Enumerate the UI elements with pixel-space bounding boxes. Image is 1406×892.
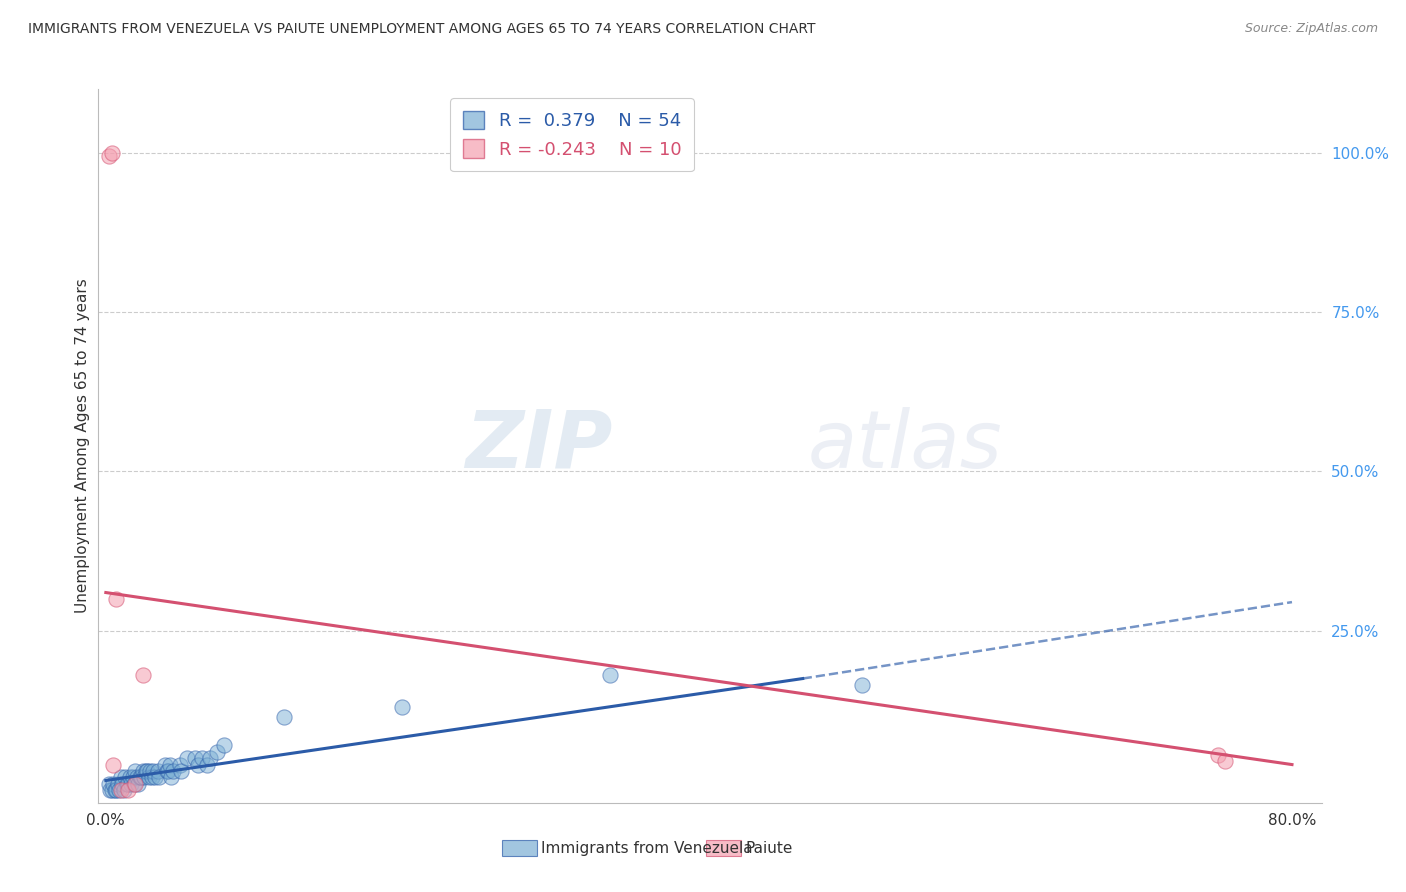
Point bbox=[1213, 755, 1236, 769]
Point bbox=[115, 777, 138, 791]
Point bbox=[1206, 747, 1229, 762]
Point bbox=[132, 764, 155, 778]
Point bbox=[138, 770, 160, 784]
Point bbox=[111, 777, 134, 791]
Point bbox=[108, 783, 131, 797]
Y-axis label: Unemployment Among Ages 65 to 74 years: Unemployment Among Ages 65 to 74 years bbox=[75, 278, 90, 614]
Text: Paiute: Paiute bbox=[745, 841, 793, 855]
Point bbox=[184, 751, 207, 765]
Point bbox=[125, 770, 148, 784]
Point bbox=[159, 757, 181, 772]
Point bbox=[195, 757, 218, 772]
Point bbox=[148, 770, 170, 784]
Point bbox=[851, 678, 873, 692]
Point bbox=[136, 764, 159, 778]
Point bbox=[156, 764, 179, 778]
Point bbox=[105, 591, 128, 606]
Point bbox=[122, 777, 145, 791]
Point bbox=[214, 739, 236, 753]
Point bbox=[114, 770, 136, 784]
Point bbox=[142, 764, 165, 778]
Point bbox=[157, 764, 180, 778]
Point bbox=[198, 751, 221, 765]
Point bbox=[98, 783, 121, 797]
Point bbox=[117, 777, 139, 791]
Point bbox=[97, 777, 120, 791]
Point bbox=[124, 777, 146, 791]
Point bbox=[105, 783, 128, 797]
Text: IMMIGRANTS FROM VENEZUELA VS PAIUTE UNEMPLOYMENT AMONG AGES 65 TO 74 YEARS CORRE: IMMIGRANTS FROM VENEZUELA VS PAIUTE UNEM… bbox=[28, 22, 815, 37]
Text: Source: ZipAtlas.com: Source: ZipAtlas.com bbox=[1244, 22, 1378, 36]
Point bbox=[107, 777, 129, 791]
Point bbox=[117, 783, 139, 797]
Point bbox=[118, 770, 141, 784]
Point bbox=[169, 757, 191, 772]
Point bbox=[127, 777, 149, 791]
Point bbox=[170, 764, 193, 778]
Point bbox=[121, 770, 143, 784]
Point bbox=[391, 700, 413, 714]
Point bbox=[100, 145, 122, 160]
Point bbox=[187, 757, 209, 772]
Point bbox=[139, 764, 162, 778]
Point bbox=[129, 770, 152, 784]
Point bbox=[110, 783, 132, 797]
Text: atlas: atlas bbox=[808, 407, 1002, 485]
Point bbox=[599, 668, 621, 682]
Point bbox=[143, 770, 166, 784]
Point bbox=[162, 764, 184, 778]
Legend: R =  0.379    N = 54, R = -0.243    N = 10: R = 0.379 N = 54, R = -0.243 N = 10 bbox=[450, 98, 695, 171]
Point bbox=[153, 757, 176, 772]
Point bbox=[110, 770, 132, 784]
Point bbox=[205, 745, 228, 759]
Text: ZIP: ZIP bbox=[465, 407, 612, 485]
Point bbox=[124, 764, 146, 778]
Point bbox=[146, 764, 169, 778]
Point bbox=[120, 777, 142, 791]
Point bbox=[191, 751, 214, 765]
Point bbox=[104, 783, 127, 797]
Point bbox=[134, 770, 156, 784]
Point bbox=[132, 668, 155, 682]
Point bbox=[100, 783, 122, 797]
Point bbox=[141, 770, 163, 784]
Point bbox=[97, 149, 120, 163]
Point bbox=[135, 764, 157, 778]
Point bbox=[131, 770, 153, 784]
Point bbox=[103, 757, 125, 772]
Text: Immigrants from Venezuela: Immigrants from Venezuela bbox=[541, 841, 754, 855]
Point bbox=[112, 783, 135, 797]
Point bbox=[160, 770, 183, 784]
Point bbox=[176, 751, 198, 765]
Point bbox=[273, 710, 295, 724]
Point bbox=[103, 777, 125, 791]
